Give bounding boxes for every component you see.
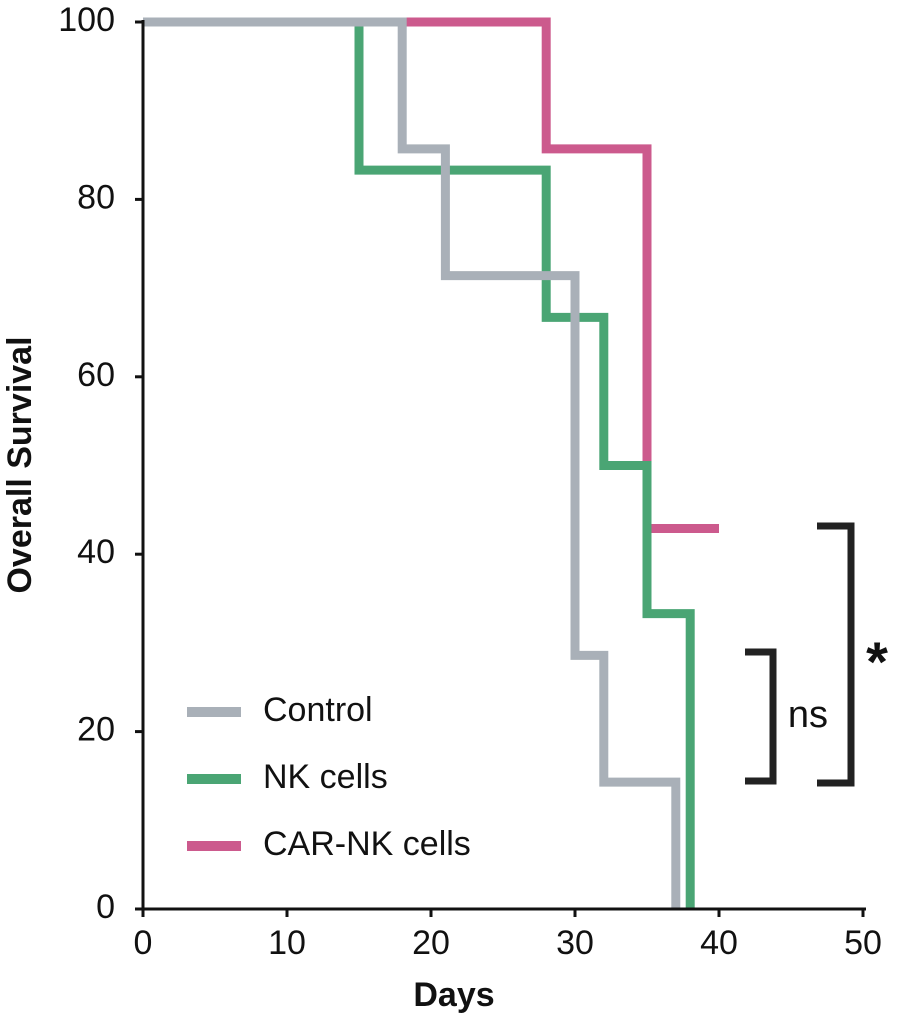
x-axis-title: Days [413, 976, 494, 1014]
y-tick-label: 0 [96, 888, 115, 926]
annotation: * [866, 630, 888, 693]
y-axis-title: Overall Survival [1, 336, 39, 593]
survival-line [143, 17, 695, 909]
survival-line [143, 17, 681, 909]
y-tick-label: 100 [58, 1, 115, 39]
x-tick-label: 40 [700, 924, 738, 962]
x-tick-label: 0 [134, 924, 153, 962]
y-tick-label: 60 [77, 356, 115, 394]
x-tick-label: 30 [556, 924, 594, 962]
survival-line [143, 17, 719, 533]
y-tick-label: 80 [77, 178, 115, 216]
y-tick-label: 20 [77, 711, 115, 749]
bracket [745, 648, 777, 785]
legend-label: NK cells [263, 758, 388, 796]
annotation: ns [788, 694, 828, 736]
x-tick-label: 20 [412, 924, 450, 962]
legend-label: CAR-NK cells [263, 825, 471, 863]
bracket [817, 522, 855, 787]
y-tick-label: 40 [77, 533, 115, 571]
x-tick-label: 10 [268, 924, 306, 962]
x-tick-label: 50 [844, 924, 882, 962]
legend-label: Control [263, 691, 373, 729]
